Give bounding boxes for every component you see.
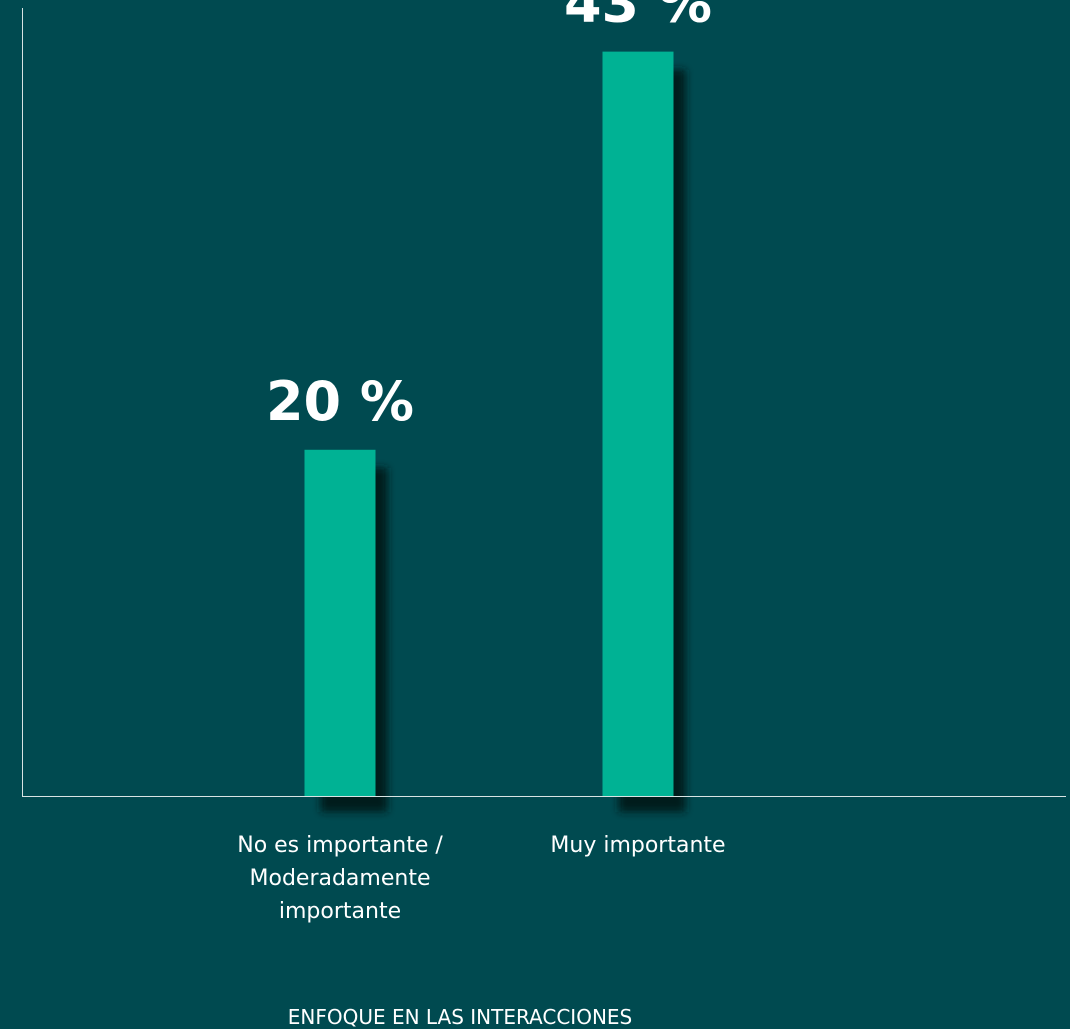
x-tick-label-line: importante [279, 899, 401, 924]
x-tick-label-1: No es importante / Moderadamente important… [237, 833, 443, 924]
x-tick-label-line: Moderadamente [250, 866, 431, 891]
bar-1 [304, 449, 376, 796]
bars [304, 51, 674, 797]
x-tick-labels: No es importante / Moderadamente important… [237, 833, 725, 924]
value-labels: 20 % 43 % [266, 0, 712, 433]
x-axis-title: ENFOQUE EN LAS INTERACCIONES [288, 1005, 633, 1029]
x-tick-label-line: No es importante / [237, 833, 443, 858]
x-tick-label-2: Muy importante [550, 833, 725, 858]
bar-value-label-1: 20 % [266, 370, 414, 433]
x-tick-label-line: Muy importante [550, 833, 725, 858]
bar-2 [602, 51, 674, 797]
bar-value-label-2: 43 % [564, 0, 712, 35]
